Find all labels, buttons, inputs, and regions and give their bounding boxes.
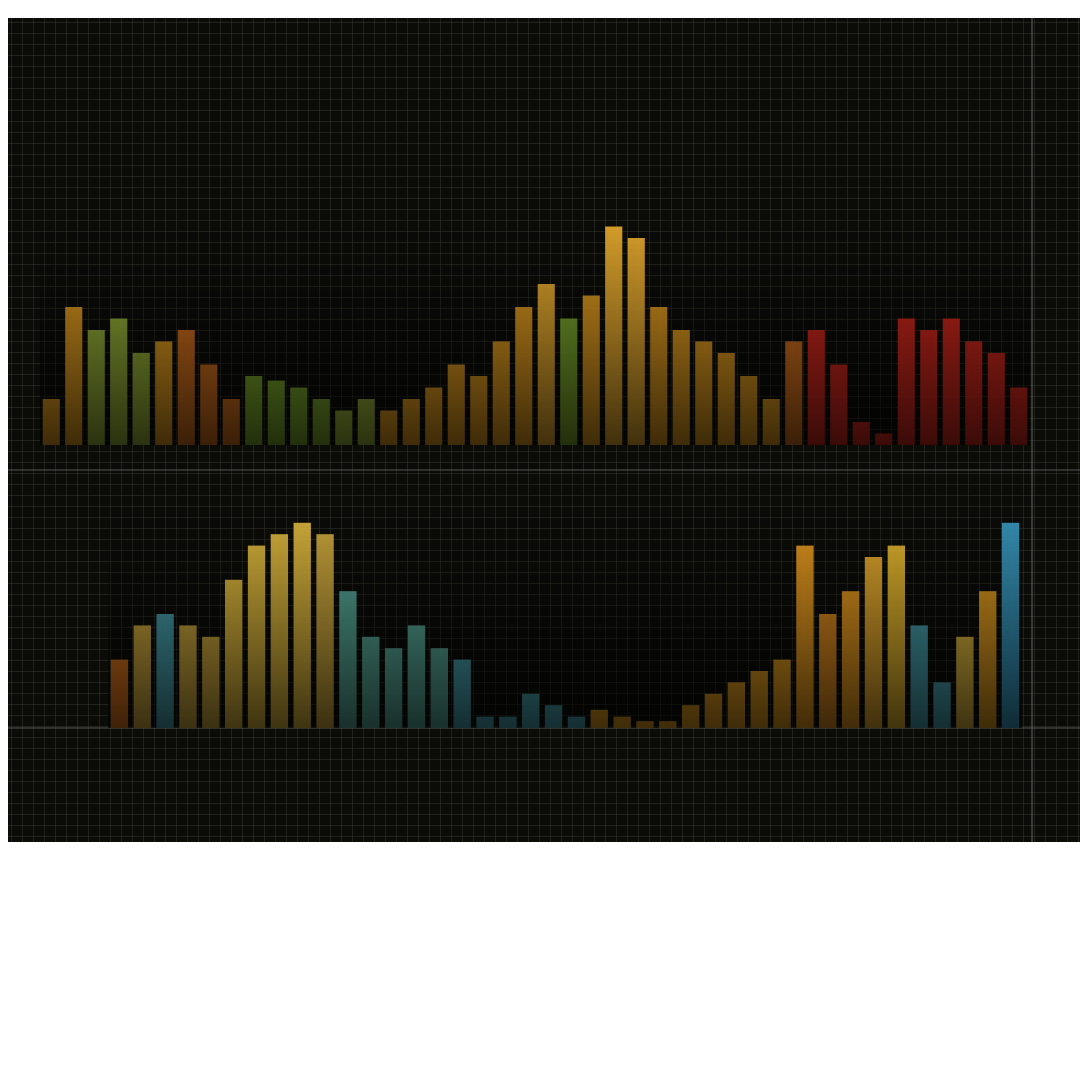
bar-fade: [108, 500, 1022, 728]
bar-fade: [40, 215, 1030, 445]
